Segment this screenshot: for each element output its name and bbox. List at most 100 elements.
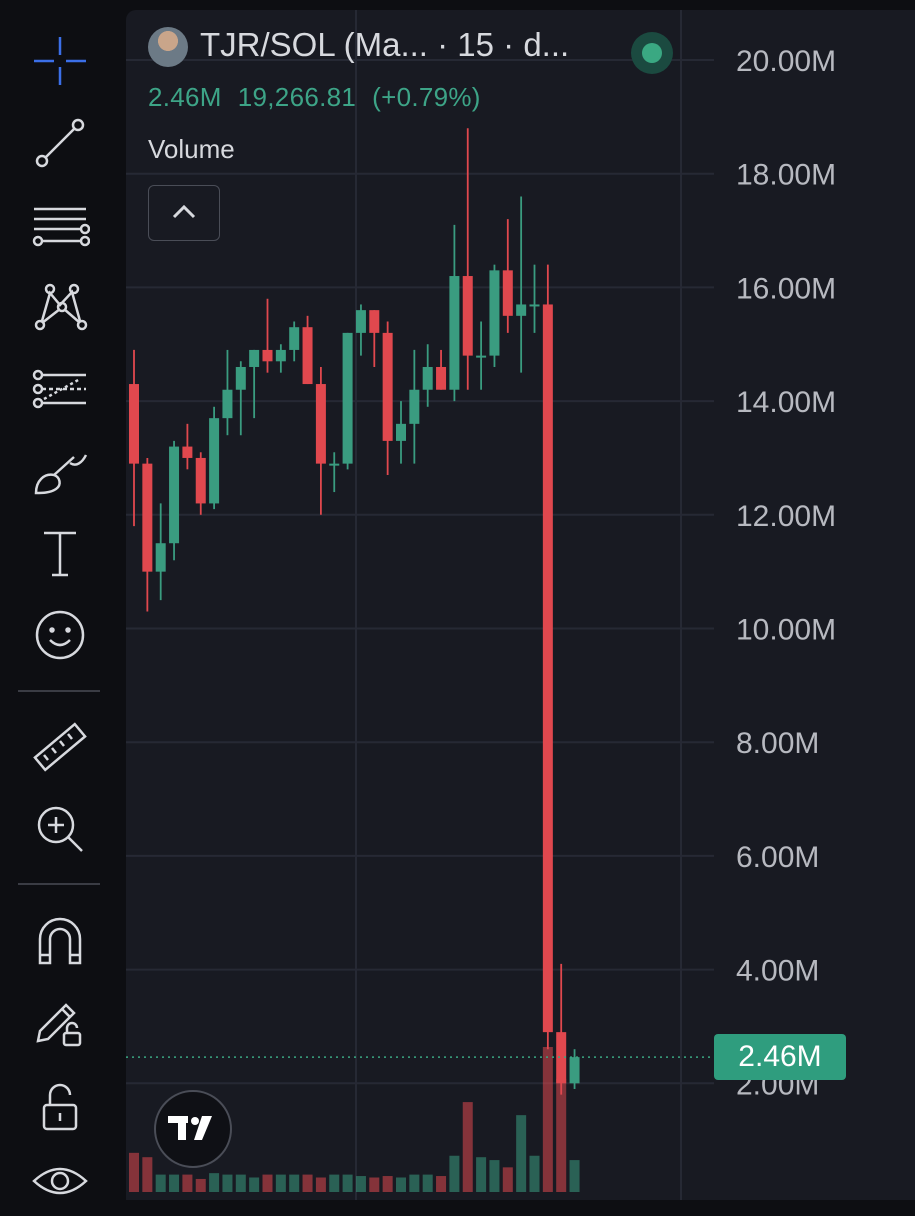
y-axis-tick-label: 4.00M xyxy=(736,955,819,988)
chart-panel[interactable]: 20.00M 18.00M 16.00M 14.00M 12.00M 10.00M 8.00… xyxy=(126,10,915,1200)
market-status-icon[interactable] xyxy=(631,32,673,74)
last-price-tag: 2.46M xyxy=(714,1034,846,1081)
candle-body xyxy=(355,310,366,333)
volume-bar xyxy=(422,1174,433,1192)
volume-indicator-label[interactable]: Volume xyxy=(148,134,235,164)
lock-drawing-icon[interactable] xyxy=(18,988,102,1058)
fib-retracement-icon[interactable] xyxy=(18,190,102,260)
candle-body xyxy=(462,276,473,356)
volume-bar xyxy=(302,1174,313,1192)
candle-body xyxy=(235,366,246,390)
toolbar-separator xyxy=(18,883,100,885)
drawing-toolbar xyxy=(0,0,118,1200)
price-change-percent: (+0.79%) xyxy=(372,82,481,112)
volume-bar xyxy=(249,1177,260,1192)
volume-bar xyxy=(462,1102,473,1192)
candle-body xyxy=(369,310,380,333)
y-axis-tick-label: 10.00M xyxy=(736,614,836,647)
token-avatar xyxy=(148,27,188,67)
last-price: 2.46M xyxy=(148,82,222,112)
candle-body xyxy=(409,389,420,424)
candle-body xyxy=(489,270,500,356)
candle-body xyxy=(275,349,286,362)
y-axis-tick-label: 14.00M xyxy=(736,386,836,419)
candle-body xyxy=(556,1032,567,1084)
volume-bar xyxy=(396,1177,406,1192)
zoom-in-icon[interactable] xyxy=(18,794,102,864)
candle-body xyxy=(422,366,433,390)
candle-body xyxy=(529,304,540,307)
volume-bar xyxy=(142,1157,153,1192)
prediction-icon[interactable] xyxy=(18,354,102,424)
collapse-button[interactable] xyxy=(148,185,220,241)
trend-line-icon[interactable] xyxy=(18,108,102,178)
ruler-icon[interactable] xyxy=(18,712,102,782)
y-axis-tick-label: 18.00M xyxy=(736,159,836,192)
candle-body xyxy=(329,463,340,466)
candle-body xyxy=(182,446,193,458)
candle-body xyxy=(502,270,513,316)
volume-bar xyxy=(289,1174,300,1192)
y-axis-tick-label: 8.00M xyxy=(736,727,819,760)
candle-body xyxy=(262,349,273,362)
candle-body xyxy=(542,304,553,1033)
text-icon[interactable] xyxy=(18,518,102,588)
volume-bar xyxy=(449,1155,460,1192)
volume-bar xyxy=(169,1174,180,1192)
volume-bar xyxy=(529,1155,540,1192)
volume-bar xyxy=(262,1174,273,1192)
candle-body xyxy=(342,332,353,464)
volume-bar xyxy=(569,1160,580,1192)
candle-body xyxy=(476,355,487,358)
candle-body xyxy=(129,384,139,464)
emoji-icon[interactable] xyxy=(18,600,102,670)
volume-bar xyxy=(315,1177,326,1192)
price-chart[interactable]: 20.00M 18.00M 16.00M 14.00M 12.00M 10.00M 8.00… xyxy=(126,10,915,1200)
magnet-icon[interactable] xyxy=(18,906,102,976)
crosshair-icon[interactable] xyxy=(18,26,102,96)
volume-bar xyxy=(182,1174,193,1192)
candle-body xyxy=(396,423,406,441)
volume-bar xyxy=(489,1160,500,1192)
unlock-icon[interactable] xyxy=(18,1072,102,1142)
candle-body xyxy=(315,384,326,464)
volume-bar xyxy=(409,1174,420,1192)
candle-body xyxy=(436,366,447,390)
volume-bar xyxy=(382,1176,393,1192)
price-change: 19,266.81 xyxy=(237,82,357,112)
price-stats: 2.46M 19,266.81 (+0.79%) xyxy=(148,82,497,113)
volume-bar xyxy=(195,1178,206,1192)
brush-icon[interactable] xyxy=(18,436,102,506)
candle-body xyxy=(169,446,180,544)
candle-body xyxy=(289,327,300,350)
volume-bar xyxy=(275,1174,286,1192)
y-axis-tick-label: 20.00M xyxy=(736,45,836,78)
eye-icon[interactable] xyxy=(18,1146,102,1216)
tradingview-logo-icon xyxy=(168,1116,212,1140)
pattern-icon[interactable] xyxy=(18,272,102,342)
candle-body xyxy=(449,276,460,390)
candle-body xyxy=(195,457,206,504)
volume-bar xyxy=(329,1174,340,1192)
candle-body xyxy=(142,463,153,572)
volume-bar xyxy=(209,1173,220,1192)
volume-bar xyxy=(222,1174,233,1192)
candle-body xyxy=(516,304,527,316)
volume-bar xyxy=(436,1176,447,1192)
volume-bar xyxy=(369,1177,380,1192)
volume-bar xyxy=(542,1047,553,1192)
chevron-up-icon xyxy=(172,204,196,219)
candle-body xyxy=(155,543,166,572)
tradingview-logo[interactable] xyxy=(154,1090,232,1168)
candle-body xyxy=(222,389,233,419)
volume-bar xyxy=(342,1174,353,1192)
y-axis-tick-label: 12.00M xyxy=(736,500,836,533)
y-axis-tick-label: 16.00M xyxy=(736,272,836,305)
toolbar-separator xyxy=(18,690,100,692)
volume-bar xyxy=(129,1152,139,1192)
candle-body xyxy=(249,349,260,367)
candle-body xyxy=(569,1057,580,1084)
candle-body xyxy=(382,332,393,441)
y-axis-tick-label: 6.00M xyxy=(736,841,819,874)
symbol-title[interactable]: TJR/SOL (Ma... · 15 · d... xyxy=(200,26,570,63)
